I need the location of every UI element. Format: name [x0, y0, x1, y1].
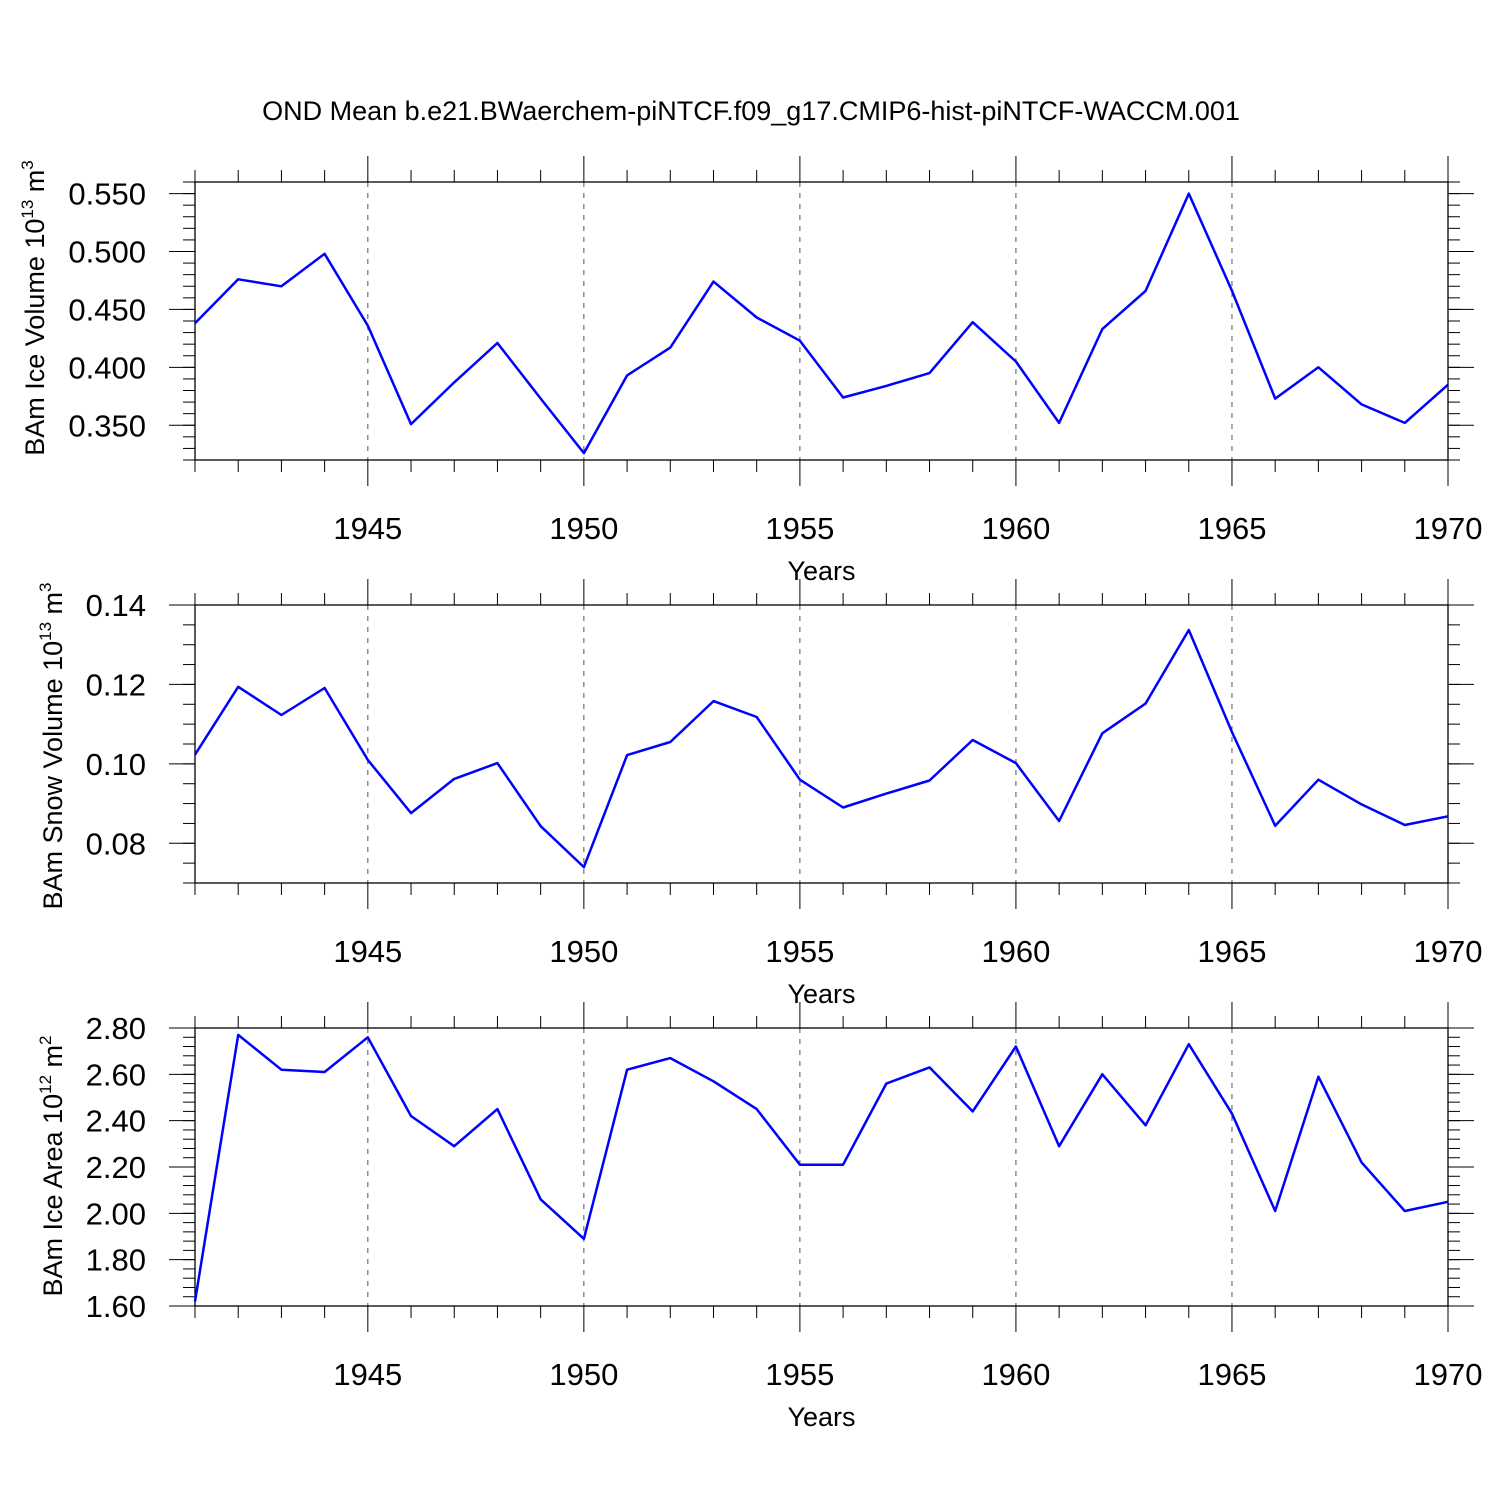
x-tick-label: 1965: [1197, 511, 1266, 546]
y-tick-label: 0.350: [68, 408, 146, 443]
y-tick-label: 2.20: [86, 1150, 146, 1185]
x-tick-label: 1965: [1197, 1357, 1266, 1392]
plot-frame: [194, 604, 1449, 884]
x-tick-label: 1945: [333, 1357, 402, 1392]
x-axis-title: Years: [787, 979, 855, 1009]
x-tick-label: 1945: [333, 511, 402, 546]
x-tick-label: 1955: [765, 511, 834, 546]
x-tick-label: 1960: [981, 1357, 1050, 1392]
series-line: [193, 1033, 1449, 1302]
panel-1: 0.350 0.400 0.450 0.500 0.550 1945 1950 1955 196…: [18, 156, 1482, 586]
y-tick-label: 2.40: [86, 1104, 146, 1139]
y-tick-label: 0.500: [68, 235, 146, 270]
plot-frame: [194, 1027, 1449, 1307]
x-tick-label: 1955: [765, 1357, 834, 1392]
y-tick-label: 0.12: [86, 667, 146, 702]
x-tick-label: 1950: [549, 1357, 618, 1392]
x-tick-label: 1970: [1414, 934, 1483, 969]
x-tick-label: 1950: [549, 511, 618, 546]
panel-2: 0.08 0.10 0.12 0.14 1945 1950 1955 1960 1965 1970…: [36, 579, 1482, 1009]
x-tick-label: 1960: [981, 934, 1050, 969]
x-tick-label: 1955: [765, 934, 834, 969]
y-tick-label: 2.60: [86, 1057, 146, 1092]
x-tick-label: 1960: [981, 511, 1050, 546]
y-tick-label: 0.10: [86, 747, 146, 782]
y-tick-label: 0.400: [68, 350, 146, 385]
series-line: [193, 628, 1449, 869]
y-tick-label: 0.550: [68, 177, 146, 212]
x-tick-label: 1970: [1414, 511, 1483, 546]
y-axis-title: BAm Snow Volume 1013 m3: [36, 582, 68, 909]
y-tick-label: 0.14: [86, 588, 146, 623]
plot-frame: [194, 181, 1449, 461]
y-tick-label: 1.80: [86, 1243, 146, 1278]
y-tick-label: 2.80: [86, 1011, 146, 1046]
series-line: [194, 192, 1449, 455]
y-tick-label: 0.08: [86, 826, 146, 861]
y-tick-label: 0.450: [68, 292, 146, 327]
panel-3: 1.60 1.80 2.00 2.20 2.40 2.60 2.80 1945 1950 1955…: [36, 1002, 1482, 1432]
y-tick-label: 1.60: [86, 1289, 146, 1324]
x-tick-label: 1945: [333, 934, 402, 969]
y-tick-label: 2.00: [86, 1196, 146, 1231]
x-tick-label: 1965: [1197, 934, 1266, 969]
y-axis-title: BAm Ice Volume 1013 m3: [18, 160, 50, 456]
x-tick-label: 1950: [549, 934, 618, 969]
chart-title: OND Mean b.e21.BWaerchem-piNTCF.f09_g17.…: [262, 96, 1240, 126]
y-axis-title: BAm Ice Area 1012 m2: [36, 1036, 68, 1297]
x-tick-label: 1970: [1414, 1357, 1483, 1392]
x-axis-title: Years: [787, 1402, 855, 1432]
x-axis-title: Years: [787, 556, 855, 586]
